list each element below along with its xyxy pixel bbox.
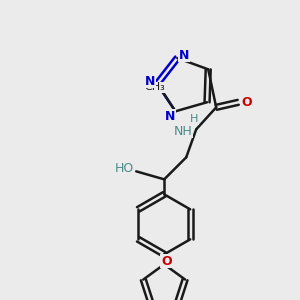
Text: N: N: [179, 49, 190, 62]
Text: HO: HO: [115, 162, 134, 175]
Text: O: O: [241, 96, 251, 109]
Text: CH₃: CH₃: [144, 82, 165, 92]
Text: O: O: [161, 255, 172, 268]
Text: N: N: [165, 110, 176, 123]
Text: N: N: [145, 74, 155, 88]
Text: H: H: [190, 114, 198, 124]
Text: NH: NH: [174, 125, 193, 138]
